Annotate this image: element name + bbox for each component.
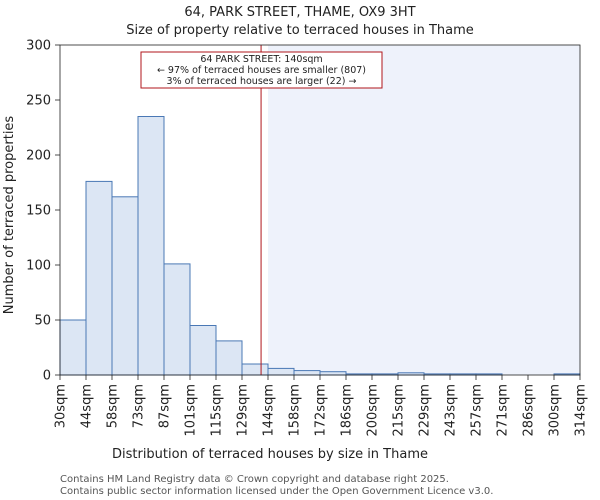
y-axis-label: Number of terraced properties	[2, 116, 17, 315]
x-tick-label: 115sqm	[210, 384, 225, 437]
annotation-line-2: ← 97% of terraced houses are smaller (80…	[157, 65, 366, 76]
histogram-bar	[111, 196, 139, 376]
chart-subtitle: Size of property relative to terraced ho…	[126, 23, 474, 38]
x-tick-label: 215sqm	[392, 384, 407, 437]
annotation-line-1: 64 PARK STREET: 140sqm	[200, 54, 322, 65]
x-tick-label: 314sqm	[574, 384, 589, 437]
y-tick-label: 200	[26, 149, 51, 164]
x-tick-label: 286sqm	[522, 384, 537, 437]
histogram-bar	[267, 367, 295, 376]
x-tick-label: 200sqm	[366, 384, 381, 437]
y-axis: 0 50 100 150 200 250 300	[26, 39, 60, 384]
x-tick-label: 73sqm	[132, 384, 147, 428]
x-tick-label: 257sqm	[470, 384, 485, 437]
annotation-box: 64 PARK STREET: 140sqm ← 97% of terraced…	[140, 51, 383, 89]
x-tick-label: 44sqm	[80, 384, 95, 428]
histogram-bar	[85, 180, 113, 376]
histogram-bar	[59, 319, 87, 376]
x-tick-label: 87sqm	[158, 384, 173, 428]
plot-frame	[59, 44, 581, 376]
x-tick-label: 243sqm	[444, 384, 459, 437]
y-tick-label: 300	[26, 39, 51, 54]
x-tick-label: 186sqm	[340, 384, 355, 437]
x-tick-label: 101sqm	[184, 384, 199, 437]
x-tick-label: 58sqm	[106, 384, 121, 428]
histogram-bar	[137, 116, 165, 376]
x-tick-label: 300sqm	[548, 384, 563, 437]
histogram-bar	[241, 363, 269, 376]
y-tick-label: 250	[26, 94, 51, 109]
y-tick-label: 100	[26, 259, 51, 274]
x-tick-label: 30sqm	[54, 384, 69, 428]
histogram-bar	[215, 340, 243, 376]
x-tick-label: 158sqm	[288, 384, 303, 437]
histogram-bar	[189, 325, 217, 376]
footer-line-1: Contains HM Land Registry data © Crown c…	[60, 474, 449, 485]
footer-line-2: Contains public sector information licen…	[60, 486, 493, 497]
x-axis-label: Distribution of terraced houses by size …	[112, 447, 428, 462]
highlight-region	[268, 45, 580, 375]
chart-title: 64, PARK STREET, THAME, OX9 3HT	[184, 5, 415, 20]
y-tick-label: 150	[26, 204, 51, 219]
x-tick-label: 229sqm	[418, 384, 433, 437]
x-tick-label: 144sqm	[262, 384, 277, 437]
y-tick-label: 50	[34, 314, 51, 329]
x-axis: 30sqm 44sqm 58sqm 73sqm 87sqm 101sqm 115sqm 129…	[54, 375, 589, 437]
x-tick-label: 129sqm	[236, 384, 251, 437]
y-tick-label: 0	[43, 369, 51, 384]
x-tick-label: 271sqm	[496, 384, 511, 437]
histogram-bar	[293, 370, 321, 376]
bars-group	[59, 116, 581, 376]
annotation-line-3: 3% of terraced houses are larger (22) →	[167, 76, 357, 87]
histogram-bar	[163, 263, 191, 376]
x-tick-label: 172sqm	[314, 384, 329, 437]
histogram-bar	[319, 371, 347, 376]
